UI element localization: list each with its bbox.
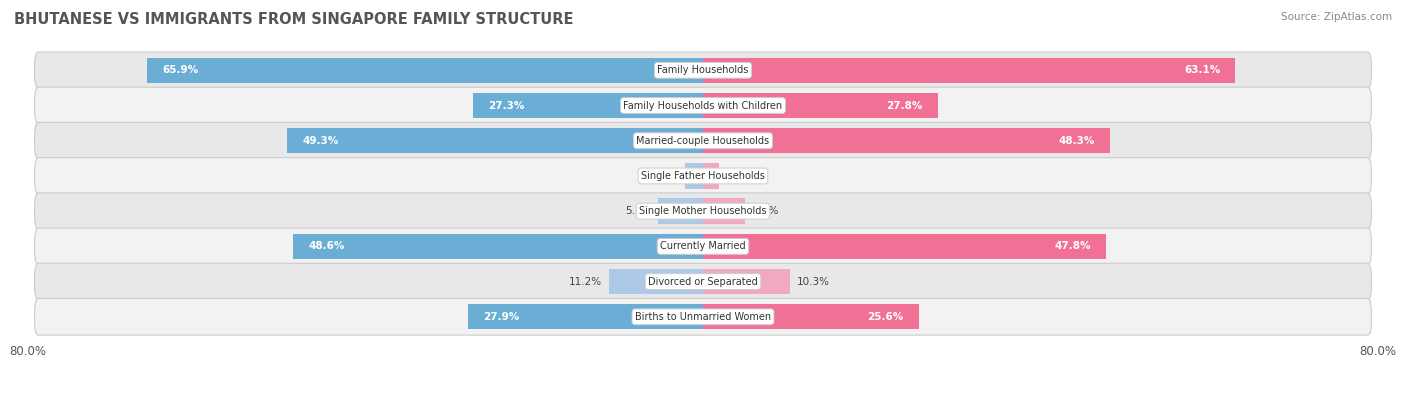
Text: Source: ZipAtlas.com: Source: ZipAtlas.com bbox=[1281, 12, 1392, 22]
Bar bbox=[703, 269, 790, 294]
Text: 48.3%: 48.3% bbox=[1059, 136, 1095, 146]
Text: Currently Married: Currently Married bbox=[661, 241, 745, 251]
Text: 63.1%: 63.1% bbox=[1184, 65, 1220, 75]
FancyBboxPatch shape bbox=[35, 158, 1371, 194]
Text: 65.9%: 65.9% bbox=[162, 65, 198, 75]
Text: 27.9%: 27.9% bbox=[482, 312, 519, 322]
Text: Single Mother Households: Single Mother Households bbox=[640, 206, 766, 216]
Bar bbox=[148, 58, 703, 83]
Bar bbox=[292, 234, 703, 259]
Text: 5.0%: 5.0% bbox=[752, 206, 779, 216]
FancyBboxPatch shape bbox=[35, 228, 1371, 265]
Bar bbox=[703, 128, 1111, 153]
Bar bbox=[685, 163, 703, 189]
Bar bbox=[703, 304, 920, 329]
Bar bbox=[703, 163, 718, 189]
Bar bbox=[287, 128, 703, 153]
Bar bbox=[703, 93, 938, 118]
Text: Family Households: Family Households bbox=[658, 65, 748, 75]
Text: 27.8%: 27.8% bbox=[886, 100, 922, 111]
Bar bbox=[658, 198, 703, 224]
Text: 25.6%: 25.6% bbox=[868, 312, 904, 322]
Text: 48.6%: 48.6% bbox=[308, 241, 344, 251]
Text: Family Households with Children: Family Households with Children bbox=[623, 100, 783, 111]
FancyBboxPatch shape bbox=[35, 52, 1371, 88]
Text: Births to Unmarried Women: Births to Unmarried Women bbox=[636, 312, 770, 322]
Bar bbox=[703, 58, 1236, 83]
Bar bbox=[609, 269, 703, 294]
Text: Divorced or Separated: Divorced or Separated bbox=[648, 276, 758, 287]
FancyBboxPatch shape bbox=[35, 299, 1371, 335]
FancyBboxPatch shape bbox=[35, 87, 1371, 124]
Bar bbox=[703, 234, 1107, 259]
Bar bbox=[468, 304, 703, 329]
Text: 47.8%: 47.8% bbox=[1054, 241, 1091, 251]
Legend: Bhutanese, Immigrants from Singapore: Bhutanese, Immigrants from Singapore bbox=[555, 393, 851, 395]
Text: 2.1%: 2.1% bbox=[652, 171, 679, 181]
Text: Single Father Households: Single Father Households bbox=[641, 171, 765, 181]
Text: BHUTANESE VS IMMIGRANTS FROM SINGAPORE FAMILY STRUCTURE: BHUTANESE VS IMMIGRANTS FROM SINGAPORE F… bbox=[14, 12, 574, 27]
Bar bbox=[472, 93, 703, 118]
Text: Married-couple Households: Married-couple Households bbox=[637, 136, 769, 146]
Text: 27.3%: 27.3% bbox=[488, 100, 524, 111]
FancyBboxPatch shape bbox=[35, 193, 1371, 229]
Text: 10.3%: 10.3% bbox=[797, 276, 830, 287]
FancyBboxPatch shape bbox=[35, 263, 1371, 300]
Text: 1.9%: 1.9% bbox=[725, 171, 752, 181]
Bar bbox=[703, 198, 745, 224]
Text: 49.3%: 49.3% bbox=[302, 136, 339, 146]
Text: 11.2%: 11.2% bbox=[568, 276, 602, 287]
FancyBboxPatch shape bbox=[35, 122, 1371, 159]
Text: 5.3%: 5.3% bbox=[626, 206, 651, 216]
